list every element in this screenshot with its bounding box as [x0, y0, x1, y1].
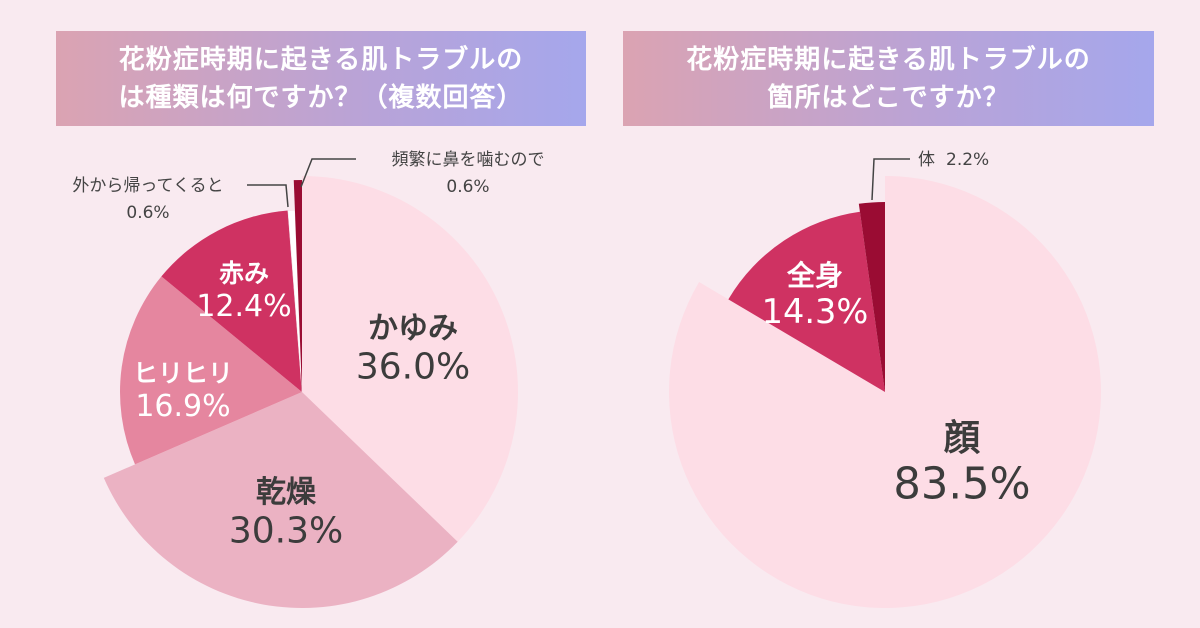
pie-slice-3: [858, 202, 885, 392]
slice-value-label: 0.6%: [446, 177, 489, 197]
pie-slice-6: [293, 180, 302, 392]
slice-label: 赤み: [219, 259, 269, 288]
slice-value-label: 0.6%: [126, 203, 169, 223]
slice-value-label: 16.9%: [135, 389, 230, 424]
slice-label: 頻繁に鼻を噛むので: [392, 150, 545, 170]
leader-line: [300, 158, 356, 188]
pie-chart-1: [103, 176, 518, 608]
title-line-2: は種類は何ですか？（複数回答）: [118, 82, 524, 113]
pie-slice-4: [161, 210, 302, 392]
pie-slice-2: [728, 211, 885, 392]
slice-value-label: 36.0%: [356, 347, 470, 388]
slice-label: 外から帰ってくると: [72, 176, 223, 196]
pie-chart-2: [669, 176, 1102, 608]
pie-slice-1: [669, 176, 1102, 608]
slice-label: 顔: [944, 418, 980, 459]
slice-value-label: 14.3%: [762, 292, 869, 331]
slice-value-label: 2.2%: [946, 150, 989, 170]
slice-label: 体: [918, 150, 935, 170]
title-line-1: 花粉症時期に起きる肌トラブルの: [686, 44, 1091, 75]
title-line-2: 箇所はどこですか？: [767, 82, 1010, 113]
pie-slice-3: [120, 276, 302, 465]
slice-label: かゆみ: [368, 311, 458, 346]
pie-slice-5: [287, 209, 303, 393]
slice-value-label: 83.5%: [893, 460, 1030, 510]
slice-label: 乾燥: [256, 475, 317, 510]
title-line-1: 花粉症時期に起きる肌トラブルの: [118, 44, 524, 75]
chart-title-left: 花粉症時期に起きる肌トラブルの は種類は何ですか？（複数回答）: [56, 31, 586, 126]
chart-title-right: 花粉症時期に起きる肌トラブルの 箇所はどこですか？: [623, 31, 1154, 126]
slice-label: ヒリヒリ: [133, 359, 233, 388]
leader-line: [871, 158, 910, 201]
pie-slice-2: [103, 392, 458, 608]
slice-value-label: 30.3%: [229, 511, 343, 552]
pie-slice-1: [302, 176, 518, 542]
slice-label: 全身: [786, 259, 843, 292]
leader-line: [247, 184, 289, 208]
slice-value-label: 12.4%: [196, 289, 291, 324]
